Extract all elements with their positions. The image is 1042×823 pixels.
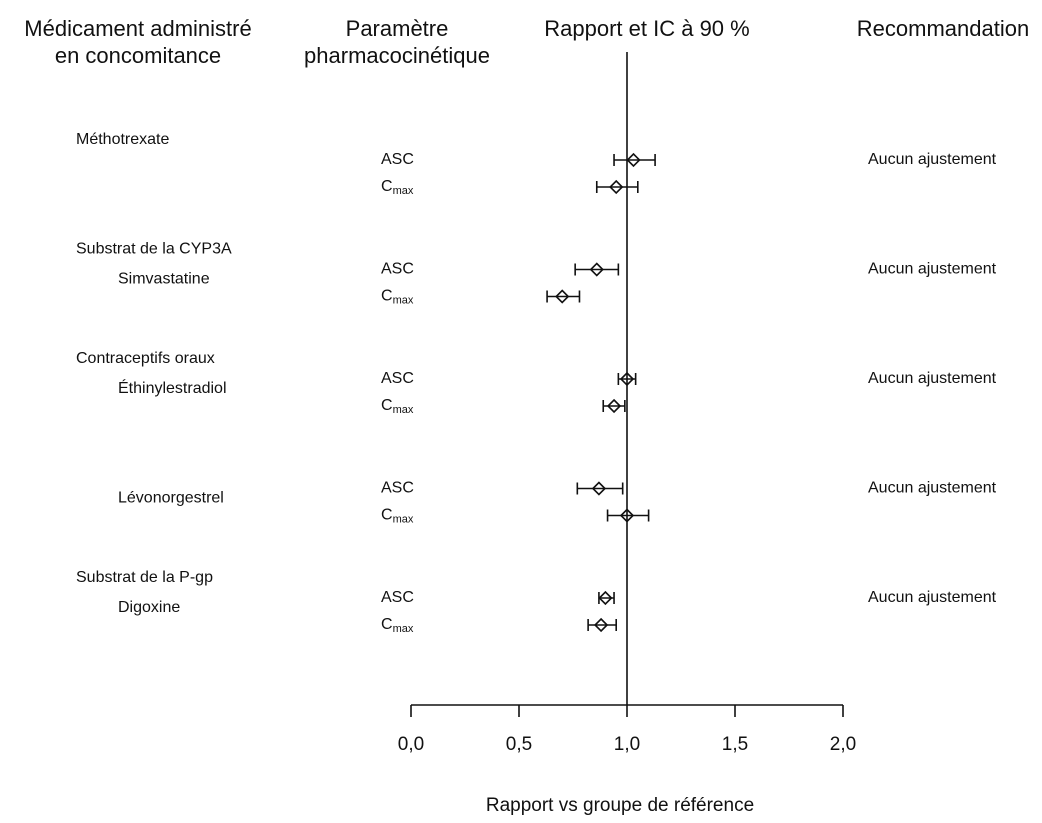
point-estimate <box>593 617 609 633</box>
param-label: Cmax <box>381 616 414 635</box>
param-label: ASC <box>381 480 414 497</box>
x-tick-label: 1,0 <box>614 734 640 755</box>
param-label: ASC <box>381 370 414 387</box>
drug-label: Digoxine <box>118 599 180 616</box>
confidence-interval <box>602 400 626 412</box>
point-estimate <box>598 590 613 606</box>
x-tick-label: 2,0 <box>830 734 856 755</box>
point-estimate <box>555 289 570 304</box>
column-header: Rapport et IC à 90 % <box>544 16 749 41</box>
param-name: C <box>381 507 393 524</box>
x-tick-label: 0,0 <box>398 734 424 755</box>
column-header: Recommandation <box>857 16 1029 41</box>
param-label: Cmax <box>381 397 414 416</box>
confidence-interval <box>546 290 581 303</box>
param-name: ASC <box>381 151 414 168</box>
confidence-interval <box>576 482 624 495</box>
group-label: Méthotrexate <box>76 131 169 148</box>
param-name: ASC <box>381 261 414 278</box>
param-name: C <box>381 178 393 195</box>
confidence-interval <box>574 263 620 276</box>
column-header: pharmacocinétique <box>304 43 490 68</box>
column-header: Médicament administré <box>24 16 251 41</box>
param-subscript: max <box>393 294 414 306</box>
recommendation: Aucun ajustement <box>868 261 997 278</box>
column-header: Paramètre <box>346 16 449 41</box>
group-label: Contraceptifs oraux <box>76 350 215 367</box>
param-name: ASC <box>381 370 414 387</box>
param-label: Cmax <box>381 178 414 197</box>
confidence-interval <box>606 509 650 522</box>
point-estimate <box>619 371 635 387</box>
confidence-interval <box>587 619 617 631</box>
param-label: Cmax <box>381 288 414 307</box>
group-label: Substrat de la CYP3A <box>76 241 232 258</box>
param-name: C <box>381 397 393 414</box>
drug-label: Lévonorgestrel <box>118 490 224 507</box>
param-name: ASC <box>381 589 414 606</box>
point-estimate <box>619 508 635 523</box>
param-label: Cmax <box>381 507 414 526</box>
param-subscript: max <box>393 513 414 525</box>
x-axis-label: Rapport vs groupe de référence <box>486 795 754 816</box>
group-label: Substrat de la P-gp <box>76 569 213 586</box>
param-subscript: max <box>393 185 414 197</box>
param-label: ASC <box>381 151 414 168</box>
recommendation: Aucun ajustement <box>868 480 997 497</box>
point-estimate <box>589 262 604 277</box>
drug-label: Simvastatine <box>118 271 210 288</box>
param-name: C <box>381 288 393 305</box>
point-estimate <box>591 481 607 496</box>
x-tick-label: 0,5 <box>506 734 532 755</box>
point-estimate <box>606 398 622 414</box>
point-estimate <box>626 152 641 168</box>
recommendation: Aucun ajustement <box>868 589 997 606</box>
confidence-interval <box>613 154 656 166</box>
param-name: C <box>381 616 393 633</box>
param-subscript: max <box>393 404 414 416</box>
param-label: ASC <box>381 261 414 278</box>
x-tick-label: 1,5 <box>722 734 748 755</box>
param-name: ASC <box>381 480 414 497</box>
column-header: en concomitance <box>55 43 221 68</box>
recommendation: Aucun ajustement <box>868 370 997 387</box>
param-label: ASC <box>381 589 414 606</box>
confidence-interval <box>595 181 639 193</box>
param-subscript: max <box>393 623 414 635</box>
recommendation: Aucun ajustement <box>868 151 997 168</box>
drug-label: Éthinylestradiol <box>118 378 227 397</box>
point-estimate <box>609 179 624 195</box>
